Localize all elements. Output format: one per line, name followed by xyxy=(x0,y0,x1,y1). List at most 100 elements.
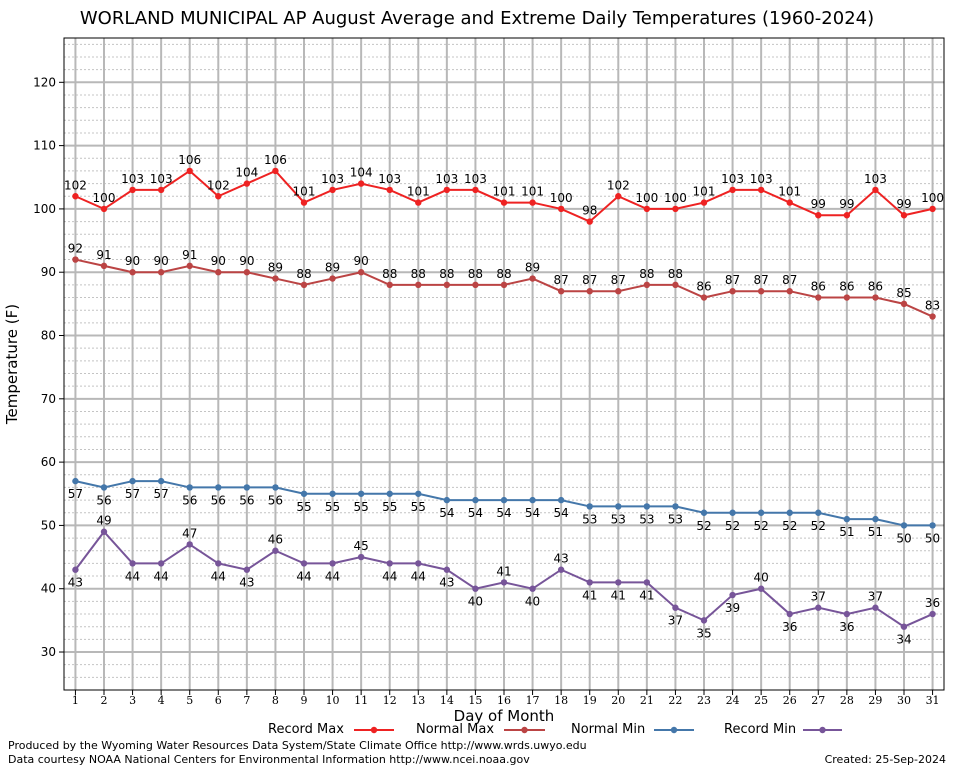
data-point-record-min xyxy=(557,566,565,573)
data-point-normal-min xyxy=(815,509,822,516)
x-tick-label: 6 xyxy=(215,694,222,707)
data-point-normal-min xyxy=(272,484,279,491)
data-point-normal-min xyxy=(472,496,479,504)
data-label-record-max: 102 xyxy=(207,178,230,192)
x-tick-label: 8 xyxy=(272,694,279,707)
data-label-record-min: 36 xyxy=(782,620,797,634)
data-label-normal-min: 56 xyxy=(239,493,254,507)
data-point-record-min xyxy=(900,623,908,630)
data-label-record-min: 41 xyxy=(611,588,626,602)
data-label-record-min: 44 xyxy=(411,569,426,583)
data-point-normal-min xyxy=(243,484,251,491)
data-label-record-max: 103 xyxy=(864,172,887,186)
data-label-record-min: 37 xyxy=(811,590,826,604)
y-tick-label: 110 xyxy=(33,139,56,153)
data-point-record-max xyxy=(386,186,393,194)
data-point-record-max xyxy=(329,186,336,194)
data-label-normal-min: 51 xyxy=(839,525,854,539)
data-point-record-max xyxy=(815,212,822,219)
data-point-normal-max xyxy=(72,256,79,263)
data-point-record-min xyxy=(386,560,393,567)
x-tick-label: 31 xyxy=(926,694,940,707)
data-label-normal-max: 88 xyxy=(382,267,397,281)
data-label-normal-min: 53 xyxy=(668,512,683,526)
data-point-record-min xyxy=(129,560,136,567)
data-point-normal-min xyxy=(929,522,936,529)
x-tick-label: 10 xyxy=(326,694,340,707)
data-label-record-max: 99 xyxy=(896,197,911,211)
data-label-record-max: 103 xyxy=(435,172,458,186)
data-label-normal-max: 85 xyxy=(896,286,911,300)
data-point-normal-max xyxy=(929,313,936,320)
data-point-record-max xyxy=(700,199,708,206)
data-point-normal-max xyxy=(643,281,651,289)
data-point-normal-max xyxy=(157,269,165,276)
data-label-record-max: 102 xyxy=(64,178,87,192)
data-point-record-min xyxy=(529,585,536,592)
data-point-record-min xyxy=(472,585,479,592)
series-record-min: 43 49 44 44 47 44 43 46 44 44 45 44 44 43 40 41 40 43 41 41… xyxy=(68,514,940,647)
data-label-record-max: 101 xyxy=(778,185,801,199)
data-point-normal-max xyxy=(443,281,451,289)
data-label-normal-max: 87 xyxy=(582,273,597,287)
data-point-record-max xyxy=(300,199,308,206)
data-label-record-min: 44 xyxy=(296,569,311,583)
data-point-normal-min xyxy=(529,496,536,504)
data-label-normal-max: 86 xyxy=(811,280,826,294)
data-label-record-min: 44 xyxy=(154,569,169,583)
data-label-normal-max: 89 xyxy=(268,261,283,275)
data-point-normal-min xyxy=(757,509,765,516)
series-record-max: 102 100 103 103 106 102 104 106 101 103 104 103 101 1… xyxy=(64,153,944,225)
data-label-normal-max: 89 xyxy=(325,261,340,275)
x-tick-label: 24 xyxy=(726,694,740,707)
data-point-record-max xyxy=(443,186,451,194)
data-label-record-max: 103 xyxy=(321,172,344,186)
data-label-record-max: 104 xyxy=(350,166,373,180)
data-label-normal-max: 87 xyxy=(754,273,769,287)
data-label-normal-min: 54 xyxy=(468,506,483,520)
footer-produced-by: Produced by the Wyoming Water Resources … xyxy=(8,739,587,752)
data-label-normal-max: 87 xyxy=(554,273,569,287)
data-point-record-max xyxy=(472,186,479,194)
data-point-normal-max xyxy=(386,281,393,289)
data-point-normal-max xyxy=(500,281,508,289)
y-tick-label: 90 xyxy=(41,265,56,279)
data-point-normal-max xyxy=(900,300,908,308)
data-point-normal-min xyxy=(643,503,651,510)
data-label-record-max: 103 xyxy=(121,172,144,186)
data-label-record-max: 101 xyxy=(521,185,544,199)
x-tick-label: 29 xyxy=(868,694,882,707)
series-normal-min: 57 56 57 57 56 56 56 56 55 55 55 55 55 54 54 54 54 54 53 53… xyxy=(68,477,940,545)
data-label-record-max: 100 xyxy=(550,191,573,205)
data-point-normal-min xyxy=(215,484,222,491)
data-point-record-min xyxy=(643,579,651,586)
data-label-normal-min: 52 xyxy=(696,519,711,533)
data-label-record-min: 37 xyxy=(868,590,883,604)
data-label-normal-min: 57 xyxy=(68,487,83,501)
data-point-record-max xyxy=(786,199,793,206)
data-point-record-max xyxy=(872,186,879,194)
data-label-normal-min: 50 xyxy=(925,531,940,545)
data-point-record-min xyxy=(757,585,765,592)
data-point-normal-max xyxy=(843,294,851,301)
data-label-record-max: 98 xyxy=(582,204,597,218)
data-label-record-min: 49 xyxy=(96,514,111,528)
data-point-record-max xyxy=(900,212,908,219)
x-tick-label: 12 xyxy=(383,694,397,707)
x-tick-label: 2 xyxy=(101,694,108,707)
data-label-normal-min: 56 xyxy=(268,493,283,507)
legend-label-record-min: Record Min xyxy=(724,722,797,737)
data-point-record-max xyxy=(100,205,108,213)
data-label-normal-max: 87 xyxy=(782,273,797,287)
data-point-record-max xyxy=(272,167,279,175)
data-label-normal-max: 90 xyxy=(211,254,226,268)
data-point-record-max xyxy=(615,193,622,200)
x-tick-label: 30 xyxy=(897,694,911,707)
data-point-normal-min xyxy=(443,496,451,504)
data-label-normal-min: 52 xyxy=(782,519,797,533)
x-tick-label: 15 xyxy=(468,694,482,707)
x-tick-label: 14 xyxy=(440,694,454,707)
data-point-record-max xyxy=(357,180,365,187)
data-label-record-min: 37 xyxy=(668,614,683,628)
data-label-record-min: 41 xyxy=(496,564,511,578)
